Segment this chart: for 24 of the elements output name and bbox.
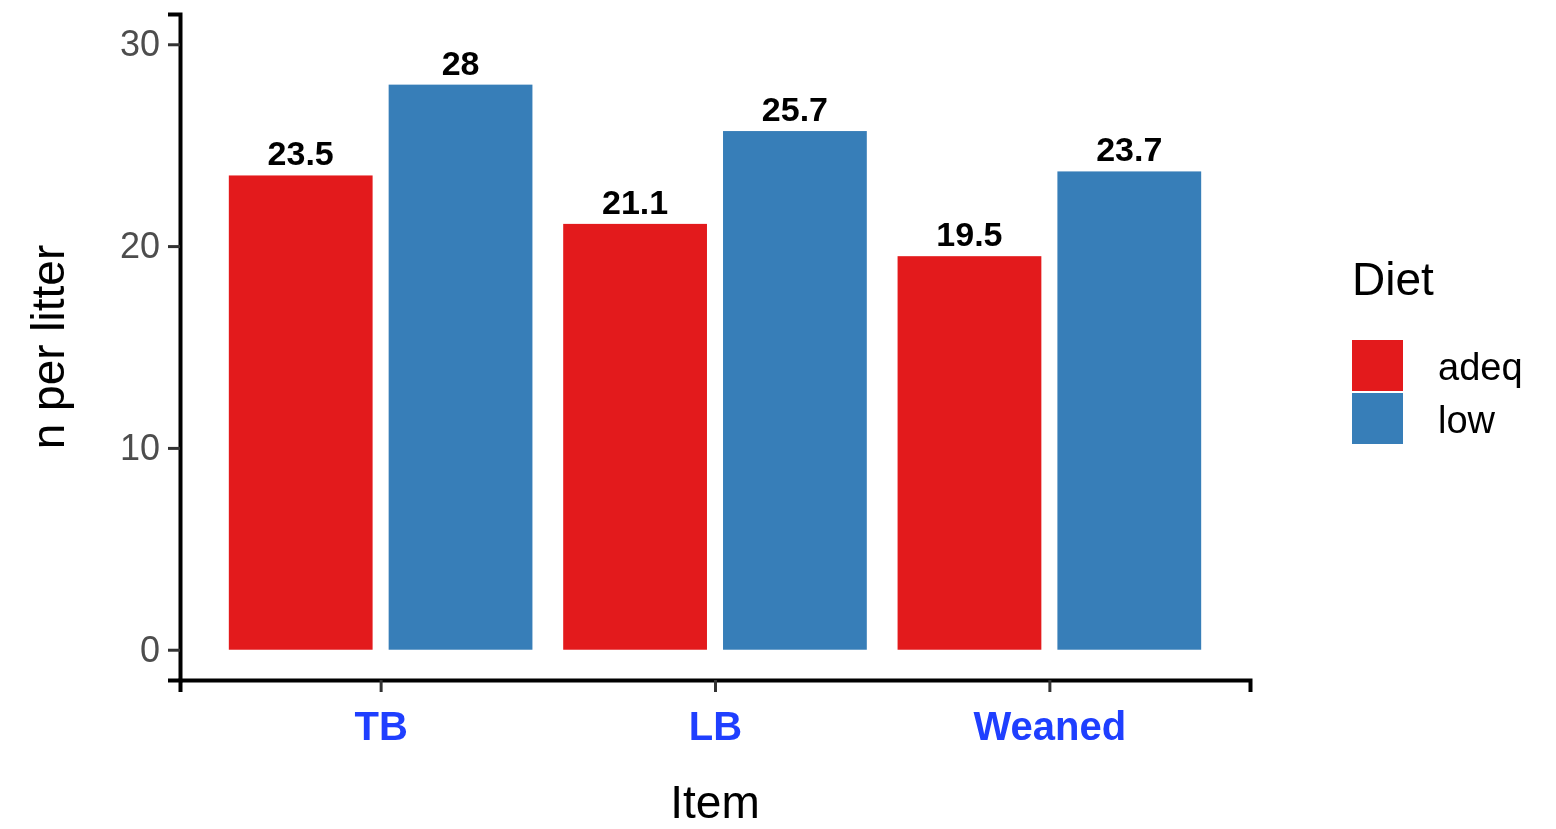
data-label: 19.5 (936, 215, 1003, 254)
data-label: 23.7 (1096, 130, 1163, 169)
legend-title: Diet (1352, 253, 1435, 305)
x-tick-label: Weaned (973, 704, 1127, 749)
legend-label: low (1438, 399, 1496, 441)
bar (388, 84, 533, 650)
data-label: 21.1 (601, 182, 669, 221)
bar (228, 175, 373, 650)
y-tick-label: 10 (119, 426, 160, 468)
y-axis-title: n per litter (22, 244, 74, 450)
y-tick-label: 20 (119, 225, 160, 267)
data-label: 25.7 (761, 90, 829, 129)
bar (897, 256, 1042, 650)
y-tick-label: 0 (139, 628, 160, 670)
data-label: 23.5 (267, 134, 334, 173)
y-tick-label: 30 (119, 23, 160, 65)
x-axis-title: Item (670, 776, 760, 828)
bar (563, 223, 707, 650)
x-tick-label: LB (688, 704, 743, 749)
bar (723, 131, 867, 650)
x-tick-label: TB (354, 704, 408, 749)
bar (1057, 171, 1202, 650)
data-label: 28 (441, 43, 480, 82)
legend-label: adeq (1438, 346, 1523, 388)
